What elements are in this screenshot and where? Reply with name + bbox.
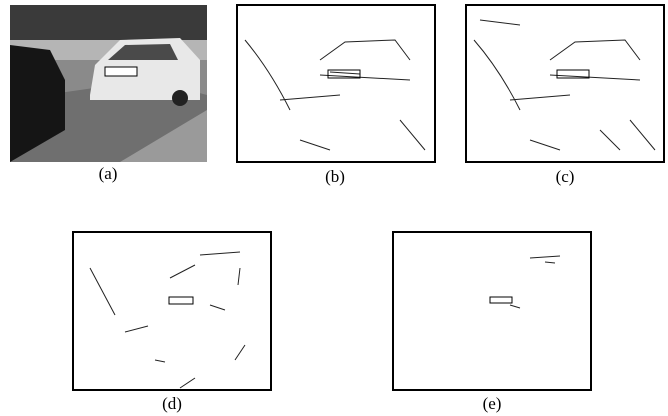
edge-panel (393, 232, 591, 390)
caption: (c) (556, 167, 575, 186)
caption: (b) (325, 167, 345, 186)
edge-panel (237, 5, 435, 162)
caption: (a) (99, 164, 118, 183)
panel-frame (73, 232, 271, 390)
license-plate (105, 67, 137, 76)
panel-frame (237, 5, 435, 162)
figure: (a) (b) (c) (d) (e) (0, 0, 668, 416)
caption: (d) (162, 394, 182, 413)
panel-frame (393, 232, 591, 390)
caption: (e) (483, 394, 502, 413)
edge-panel (73, 232, 271, 390)
wheel (172, 90, 188, 106)
edge-panel (466, 5, 664, 162)
photo-panel (10, 5, 207, 162)
panel-frame (466, 5, 664, 162)
